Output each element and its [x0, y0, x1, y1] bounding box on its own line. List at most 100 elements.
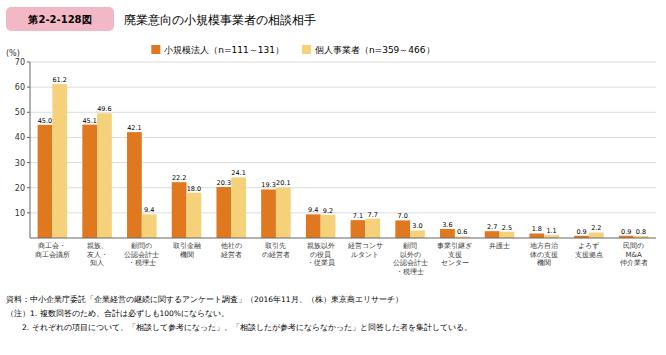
data-label: 9.4	[308, 206, 318, 214]
tick-label: 70	[15, 58, 25, 67]
category-label: 親族以外の役員・従業員	[307, 242, 335, 267]
grid-line	[30, 187, 656, 188]
bar	[589, 232, 604, 238]
legend-label: 個人事業者（n=359～466）	[315, 45, 435, 55]
bar	[351, 220, 366, 238]
bar	[127, 132, 142, 238]
grid-line	[30, 137, 656, 138]
bar	[410, 230, 425, 238]
grid-line	[30, 212, 656, 213]
bar	[261, 189, 276, 238]
category-label: 他社の経営者	[220, 242, 242, 259]
bar	[440, 229, 455, 238]
data-label: 9.4	[144, 206, 154, 214]
data-label: 61.2	[52, 76, 66, 84]
grid-line	[30, 62, 656, 63]
bar	[365, 219, 380, 238]
data-label: 1.8	[532, 225, 542, 233]
grid-line	[30, 162, 656, 163]
category-label: 親族、友人・知人	[87, 242, 108, 267]
tick-label: 20	[15, 184, 25, 193]
tick-label: 30	[15, 159, 25, 168]
header: 第2-2-128図 廃業意向の小規模事業者の相談相手	[6, 7, 316, 31]
bar	[395, 220, 410, 238]
tick-label: 10	[15, 209, 25, 218]
data-label: 45.0	[38, 117, 52, 125]
bar	[187, 193, 202, 238]
data-labels: 45.045.142.122.220.319.39.47.17.03.62.71…	[38, 76, 646, 236]
bar	[529, 233, 544, 238]
category-label: 経営コンサルタント	[347, 242, 383, 259]
data-label: 19.3	[261, 181, 275, 189]
bar	[38, 125, 53, 238]
data-label: 9.2	[323, 207, 333, 215]
legend-item: 個人事業者（n=359～466）	[302, 45, 435, 55]
figure-label: 第2-2-128図	[27, 14, 91, 25]
data-label: 0.9	[621, 228, 631, 236]
grid-line	[30, 87, 656, 88]
tick-label: 50	[15, 108, 25, 117]
category-label: 顧問の公認会計士・税理士	[124, 242, 159, 267]
data-label: 20.1	[276, 179, 290, 187]
data-label: 0.8	[636, 228, 646, 236]
legend-item: 小規模法人（n=111～131）	[151, 45, 284, 55]
data-label: 2.5	[502, 224, 512, 232]
data-label: 7.0	[398, 212, 408, 220]
footnotes: 資料：中小企業庁委託「企業経営の継続に関するアンケート調査」（2016年11月、…	[6, 295, 472, 332]
bar	[97, 113, 112, 238]
bar	[172, 182, 187, 238]
x-axis: 商工会・商工会議所親族、友人・知人顧問の公認会計士・税理士取引金融機関 他社の経営…	[35, 242, 648, 276]
category-label: 民間のM&A仲介業者	[620, 242, 648, 267]
tick-label: 60	[15, 83, 25, 92]
data-label: 7.7	[368, 211, 378, 219]
data-label: 1.1	[546, 227, 556, 235]
legend: 小規模法人（n=111～131） 個人事業者（n=359～466）	[151, 45, 434, 55]
bar	[306, 214, 321, 238]
y-axis-line	[30, 62, 31, 238]
data-label: 42.1	[127, 124, 141, 132]
data-label: 22.2	[172, 174, 186, 182]
data-label: 0.6	[457, 228, 467, 236]
data-label: 20.3	[217, 179, 231, 187]
bar	[231, 177, 246, 238]
data-label: 2.2	[591, 224, 601, 232]
data-label: 3.0	[412, 222, 422, 230]
legend-swatch	[151, 45, 160, 54]
category-label: 事業引継ぎ支援センター	[437, 242, 472, 267]
category-label: 顧問以外の公認会計士・税理士	[393, 242, 428, 276]
footnote: 資料：中小企業庁委託「企業経営の継続に関するアンケート調査」（2016年11月、…	[6, 295, 403, 304]
bar	[52, 84, 67, 238]
data-label: 7.1	[353, 212, 363, 220]
chart: 第2-2-128図 廃業意向の小規模事業者の相談相手 10 20 30 40 50 60 70(…	[0, 0, 666, 355]
bar	[216, 187, 231, 238]
bar	[485, 231, 500, 238]
grid-line	[30, 112, 656, 113]
category-label: 取引金融機関	[173, 242, 201, 259]
category-label: 商工会・商工会議所	[35, 242, 70, 259]
data-label: 2.7	[487, 223, 497, 231]
category-label: 地方自治体の支援機関	[529, 242, 558, 267]
data-label: 3.6	[442, 221, 452, 229]
bar	[276, 187, 291, 238]
category-label: よろず支援拠点	[575, 242, 603, 259]
footnote: 2. それぞれの項目について、「相談して参考になった」、「相談したが参考にならな…	[6, 323, 472, 332]
bar	[500, 232, 515, 238]
bars	[38, 84, 649, 238]
tick-label: 40	[15, 133, 25, 142]
bar	[321, 215, 336, 238]
category-label: 取引先の経営者	[262, 242, 290, 259]
figure-label-box	[6, 7, 114, 31]
data-label: 0.9	[576, 228, 586, 236]
bar	[142, 214, 157, 238]
category-label: 弁護士	[489, 242, 510, 250]
data-label: 49.6	[97, 105, 111, 113]
legend-label: 小規模法人（n=111～131）	[164, 45, 284, 55]
y-axis-label: (%)	[6, 49, 20, 58]
footnote: （注）1. 複数回答のため、合計は必ずしも100%にならない。	[6, 309, 229, 318]
legend-swatch	[302, 45, 311, 54]
data-label: 24.1	[231, 169, 245, 177]
x-axis-line	[30, 238, 656, 239]
data-label: 18.0	[187, 185, 201, 193]
title: 廃業意向の小規模事業者の相談相手	[124, 13, 316, 27]
bar	[82, 125, 97, 238]
